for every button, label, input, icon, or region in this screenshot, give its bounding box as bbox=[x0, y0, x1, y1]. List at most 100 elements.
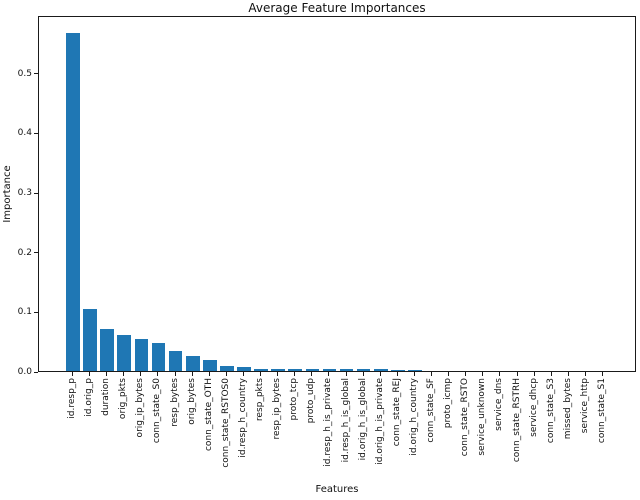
bar bbox=[237, 367, 251, 371]
x-tick bbox=[277, 372, 279, 376]
x-tick bbox=[174, 372, 176, 376]
x-tick-label: resp_bytes bbox=[169, 378, 180, 427]
x-tick bbox=[191, 372, 193, 376]
x-tick bbox=[294, 372, 296, 376]
y-tick bbox=[34, 252, 38, 254]
x-tick bbox=[72, 372, 74, 376]
x-tick bbox=[567, 372, 569, 376]
x-tick-label: orig_pkts bbox=[118, 378, 129, 420]
bar bbox=[288, 368, 303, 371]
bar bbox=[66, 32, 80, 371]
bar bbox=[408, 370, 422, 371]
bar bbox=[134, 338, 149, 371]
y-tick bbox=[34, 311, 38, 313]
x-tick-label: orig_bytes bbox=[186, 378, 197, 425]
x-tick-label: conn_state_OTH bbox=[203, 378, 214, 452]
x-tick-label: resp_ip_bytes bbox=[271, 378, 282, 440]
x-tick-label: conn_state_RSTO bbox=[460, 378, 471, 457]
plot-area bbox=[38, 16, 636, 372]
bar bbox=[202, 360, 217, 371]
x-tick bbox=[413, 372, 415, 376]
x-tick bbox=[601, 372, 603, 376]
x-tick bbox=[123, 372, 125, 376]
x-tick-label: resp_pkts bbox=[254, 378, 265, 422]
x-tick bbox=[533, 372, 535, 376]
x-tick-label: duration bbox=[101, 378, 112, 416]
bar bbox=[322, 369, 337, 371]
y-tick bbox=[34, 73, 38, 75]
x-tick bbox=[345, 372, 347, 376]
y-tick-label: 0.2 bbox=[17, 247, 32, 258]
y-tick-label: 0.5 bbox=[17, 68, 32, 79]
x-tick bbox=[208, 372, 210, 376]
x-tick-label: proto_udp bbox=[306, 378, 317, 424]
x-tick-label: id.orig_p bbox=[83, 378, 94, 417]
y-tick bbox=[34, 132, 38, 134]
bar bbox=[168, 350, 183, 371]
x-tick bbox=[379, 372, 381, 376]
x-tick bbox=[448, 372, 450, 376]
y-tick bbox=[34, 371, 38, 373]
bar bbox=[100, 329, 115, 371]
x-tick bbox=[89, 372, 91, 376]
bar bbox=[305, 369, 320, 371]
x-tick bbox=[225, 372, 227, 376]
bar bbox=[83, 308, 97, 371]
chart-title: Average Feature Importances bbox=[248, 1, 426, 15]
bar bbox=[271, 368, 285, 371]
x-tick bbox=[516, 372, 518, 376]
x-tick-label: service_http bbox=[579, 378, 590, 434]
x-tick bbox=[140, 372, 142, 376]
x-tick-label: proto_tcp bbox=[289, 378, 300, 421]
x-tick-label: id.resp_p bbox=[66, 378, 77, 419]
y-tick-label: 0.1 bbox=[17, 307, 32, 318]
y-tick bbox=[34, 192, 38, 194]
bar bbox=[220, 365, 234, 371]
x-tick bbox=[328, 372, 330, 376]
x-tick-label: conn_state_S3 bbox=[545, 378, 556, 444]
x-tick-label: id.orig_h_is_global bbox=[357, 378, 368, 461]
x-tick bbox=[584, 372, 586, 376]
y-tick-label: 0.3 bbox=[17, 188, 32, 199]
x-tick-label: conn_state_S1 bbox=[596, 378, 607, 444]
x-tick-label: service_dhcp bbox=[528, 378, 539, 437]
x-tick-label: conn_state_S0 bbox=[152, 378, 163, 444]
bar bbox=[117, 334, 132, 371]
x-tick-label: id.orig_h_is_private bbox=[374, 378, 385, 465]
x-tick-label: orig_ip_bytes bbox=[135, 378, 146, 438]
x-axis-label: Features bbox=[315, 484, 359, 495]
x-tick bbox=[396, 372, 398, 376]
bar bbox=[254, 368, 268, 371]
bar bbox=[339, 369, 354, 371]
x-tick-label: conn_state_RSTRH bbox=[511, 378, 522, 463]
x-tick bbox=[482, 372, 484, 376]
bar bbox=[185, 356, 200, 371]
x-tick-label: conn_state_REJ bbox=[391, 378, 402, 447]
x-tick bbox=[465, 372, 467, 376]
x-tick bbox=[550, 372, 552, 376]
bar bbox=[390, 370, 405, 371]
x-tick-label: service_unknown bbox=[477, 378, 488, 456]
x-tick bbox=[311, 372, 313, 376]
x-tick-label: conn_state_RSTOS0 bbox=[220, 378, 231, 468]
x-tick-label: conn_state_SF bbox=[425, 378, 436, 443]
x-tick-label: service_dns bbox=[494, 378, 505, 431]
x-tick bbox=[106, 372, 108, 376]
x-tick-label: id.resp_h_is_private bbox=[323, 378, 334, 467]
x-tick bbox=[242, 372, 244, 376]
x-tick bbox=[499, 372, 501, 376]
x-tick bbox=[157, 372, 159, 376]
bar bbox=[356, 369, 371, 371]
x-tick-label: id.resp_h_country bbox=[237, 378, 248, 458]
y-tick-label: 0.0 bbox=[17, 367, 32, 377]
x-tick bbox=[260, 372, 262, 376]
x-tick-label: id.resp_h_is_global bbox=[340, 378, 351, 463]
bar bbox=[151, 342, 166, 371]
bar bbox=[373, 369, 388, 371]
x-tick bbox=[362, 372, 364, 376]
x-tick-label: proto_icmp bbox=[442, 378, 453, 429]
x-tick-label: missed_bytes bbox=[562, 378, 573, 440]
x-tick-label: id.orig_h_country bbox=[408, 378, 419, 456]
x-tick bbox=[431, 372, 433, 376]
